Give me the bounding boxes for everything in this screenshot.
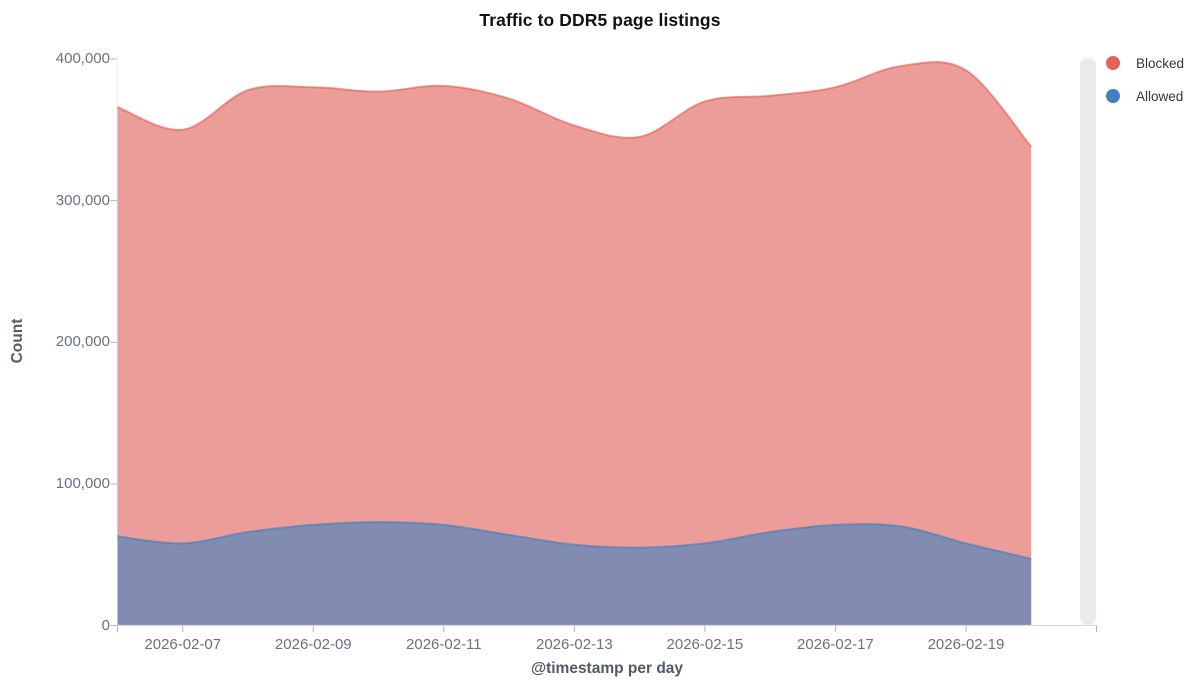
y-axis-tick-label: 0 [101, 616, 110, 634]
y-axis-tick-label: 100,000 [55, 474, 110, 492]
blocked-series-color-dot [1106, 56, 1120, 70]
blocked-line [117, 61, 1032, 148]
allowed-series-color-dot [1106, 89, 1120, 103]
y-axis-title: Count [9, 318, 26, 364]
legend-item-allowed[interactable]: Allowed [1106, 87, 1184, 105]
y-axis-tick-label: 400,000 [55, 50, 110, 67]
x-axis-tick-label: 2026-02-13 [535, 636, 613, 653]
x-axis-tick-label: 2026-02-15 [666, 636, 744, 653]
legend: Blocked Allowed [1106, 54, 1184, 120]
allowed-area [117, 522, 1032, 626]
y-axis-tick-label: 300,000 [55, 191, 110, 209]
legend-label-blocked: Blocked [1136, 55, 1185, 71]
scrollbar-thumb[interactable] [1080, 58, 1096, 625]
x-axis-tick-label: 2026-02-19 [927, 636, 1005, 653]
x-axis-tick-label: 2026-02-17 [797, 636, 874, 653]
legend-label-allowed: Allowed [1136, 88, 1184, 104]
blocked-area [117, 62, 1032, 626]
legend-item-blocked[interactable]: Blocked [1106, 54, 1184, 72]
x-axis-tick-label: 2026-02-11 [406, 636, 482, 653]
allowed-line [117, 521, 1032, 560]
y-axis-tick-label: 200,000 [55, 333, 110, 351]
x-axis-title: @timestamp per day [530, 660, 684, 677]
x-axis-tick-label: 2026-02-07 [144, 636, 222, 653]
chart-title: Traffic to DDR5 page listings [479, 10, 721, 30]
x-axis-tick-label: 2026-02-09 [274, 636, 352, 653]
